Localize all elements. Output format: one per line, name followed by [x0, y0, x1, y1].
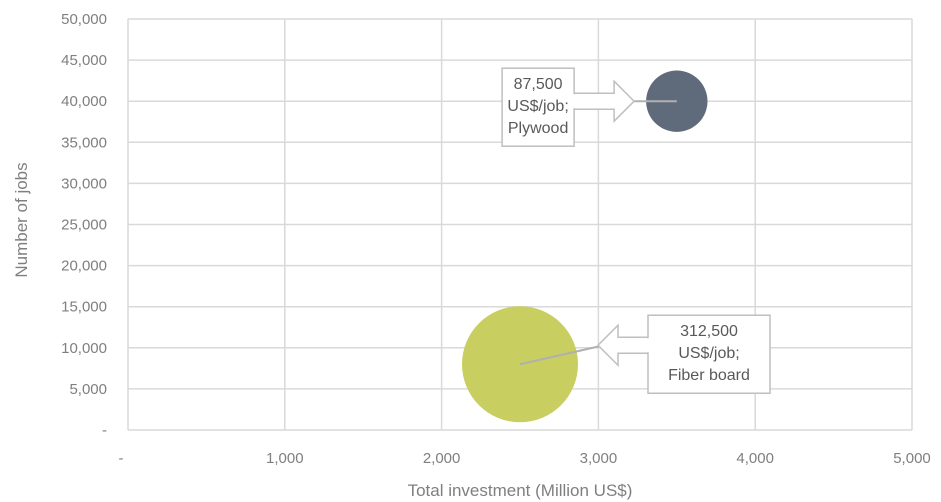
y-tick-label: 40,000 [61, 93, 107, 110]
callout-label-line: US$/job; [507, 98, 568, 115]
callout-box [501, 67, 575, 147]
y-tick-labels: - 5,000 10,000 15,000 20,000 25,000 30,000 35,0… [61, 11, 107, 439]
y-tick-label: 15,000 [61, 299, 107, 316]
y-axis-title: Number of jobs [12, 162, 31, 277]
x-tick-labels: - 1,000 2,000 3,000 4,000 5,000 [119, 450, 931, 467]
x-tick-label: 4,000 [736, 450, 774, 467]
callout-label-line: Plywood [508, 120, 568, 137]
callout-label-line: Fiber board [668, 367, 750, 384]
callout-label-line: 87,500 [514, 76, 563, 93]
callout-arrow [596, 323, 649, 368]
y-tick-label: 5,000 [69, 381, 107, 398]
callout-label-line: US$/job; [678, 345, 739, 362]
x-tick-label: - [119, 450, 124, 467]
callout-box [647, 314, 771, 394]
grid-lines [127, 18, 913, 431]
y-tick-label: 10,000 [61, 340, 107, 357]
y-tick-label: 45,000 [61, 52, 107, 69]
callouts: 87,500 US$/job; Plywood 312,500 US$/job; Fibe… [501, 67, 771, 394]
y-tick-label: 30,000 [61, 175, 107, 192]
y-tick-label: 25,000 [61, 217, 107, 234]
y-tick-label: 20,000 [61, 258, 107, 275]
callout-label-line: 312,500 [680, 323, 738, 340]
x-tick-label: 3,000 [580, 450, 618, 467]
x-tick-label: 1,000 [266, 450, 304, 467]
x-axis-title: Total investment (Million US$) [408, 481, 633, 500]
bubble-callout: 87,500 US$/job; Plywood [501, 67, 677, 147]
callout-arrow [573, 79, 636, 124]
callout-leader [519, 344, 605, 366]
y-tick-label: 50,000 [61, 11, 107, 28]
x-tick-label: 2,000 [423, 450, 461, 467]
bubble-callout: 312,500 US$/job; Fiber board [519, 314, 771, 394]
x-tick-label: 5,000 [893, 450, 931, 467]
y-tick-label: - [102, 422, 107, 439]
y-tick-label: 35,000 [61, 134, 107, 151]
